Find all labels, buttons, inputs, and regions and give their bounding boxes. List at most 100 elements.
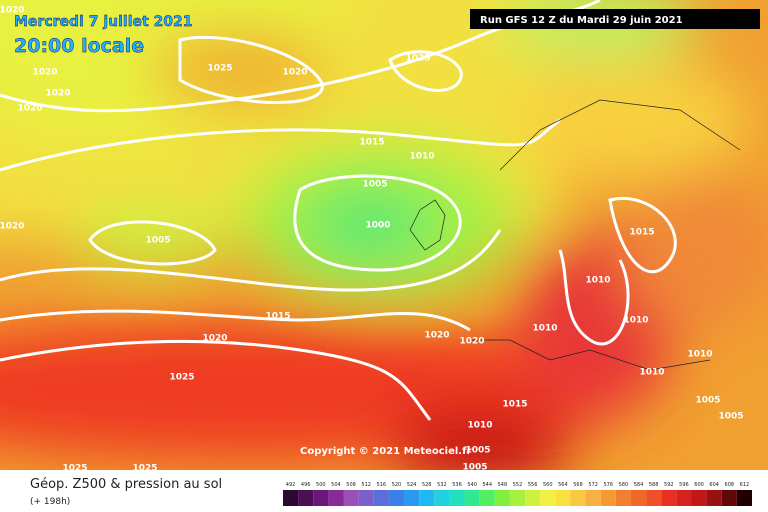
legend-swatch [661,490,677,506]
legend-swatch [630,490,647,506]
legend-swatch [298,490,314,506]
legend-label: 544 [482,482,492,488]
footer-title: Géop. Z500 & pression au sol [30,477,222,492]
legend-label: 528 [422,482,432,488]
isobars [0,0,677,421]
isobar-label: 1020 [17,104,42,114]
legend-label: 604 [709,482,719,488]
legend-label: 612 [740,482,750,488]
footer-lead: (+ 198h) [30,497,70,507]
isobar-label: 1015 [359,138,384,148]
isobar-label: 1010 [532,324,557,334]
legend-label: 588 [649,482,659,488]
legend-label: 580 [619,482,629,488]
legend-swatch [706,490,722,506]
legend-swatch [600,490,616,506]
isobar-label: 1020 [202,334,227,344]
legend-swatch [404,490,420,506]
legend-swatch [464,490,480,506]
legend-swatch [615,490,631,506]
isobar-label: 1020 [0,6,25,16]
date: Mercredi 7 juillet 2021 [14,14,193,30]
legend-label: 536 [452,482,462,488]
legend-label: 556 [528,482,538,488]
legend-swatch [509,490,526,506]
legend-label: 540 [467,482,477,488]
legend-swatch [373,490,389,506]
legend-label: 560 [543,482,553,488]
legend-swatch [449,490,465,506]
legend-swatch [646,490,662,506]
isobar-label: 1010 [467,421,492,431]
isobar-label: 1010 [687,350,712,360]
isobar-label: 1025 [62,464,87,474]
legend-swatch [691,490,707,506]
coastlines [409,99,741,371]
legend-swatch [555,490,571,506]
legend-label: 592 [664,482,674,488]
legend-swatch [358,490,374,506]
legend-label: 584 [634,482,644,488]
isobar-label: 1020 [282,68,307,78]
legend-label: 508 [346,482,356,488]
legend-swatch [419,490,435,506]
legend-swatch [540,490,556,506]
legend-label: 548 [498,482,508,488]
legend: 492 496 500 504 508 512 516 520 524 528 532 536 540 5… [283,482,752,506]
legend-label: 552 [513,482,523,488]
legend-swatch [494,490,510,506]
legend-label: 572 [588,482,598,488]
isobar-label: 1005 [362,180,387,190]
legend-swatch [570,490,586,506]
isobar-label: 1020 [0,222,25,232]
legend-label: 532 [437,482,447,488]
legend-label: 608 [725,482,735,488]
legend-swatch [313,490,329,506]
legend-label: 564 [558,482,568,488]
legend-label: 524 [407,482,417,488]
legend-label: 504 [331,482,341,488]
isobar-label: 1005 [462,463,487,473]
isobar-label: 1020 [459,337,484,347]
legend-swatch [525,490,541,506]
isobar-label: 1010 [639,368,664,378]
time: 20:00 locale [14,35,144,57]
copyright: Copyright © 2021 Meteociel.fr [300,446,471,457]
legend-label: 492 [286,482,296,488]
legend-label: 568 [573,482,583,488]
isobar-label: 1025 [169,373,194,383]
legend-label: 496 [301,482,311,488]
isobar-label: 1025 [405,54,430,64]
legend-swatch [676,490,692,506]
isobar-label: 1025 [132,464,157,474]
legend-label: 600 [694,482,704,488]
legend-label: 512 [361,482,371,488]
isobar-label: 1005 [465,446,490,456]
isobar-label: 1000 [365,221,390,231]
legend-swatch [388,490,405,506]
isobar-label: 1015 [265,312,290,322]
legend-swatch [434,490,450,506]
legend-label: 516 [377,482,387,488]
legend-swatch [479,490,495,506]
legend-label: 576 [604,482,614,488]
legend-swatch [721,490,737,506]
legend-swatch [736,490,752,506]
isobar-label: 1010 [585,276,610,286]
isobar-label: 1005 [718,412,743,422]
isobar-label: 1015 [502,400,527,410]
isobar-label: 1020 [45,89,70,99]
isobar-label: 1025 [207,64,232,74]
legend-swatch [283,490,299,506]
run-banner [470,9,760,29]
run-info: Run GFS 12 Z du Mardi 29 juin 2021 [480,15,683,26]
isobar-label: 1010 [623,316,648,326]
isobar-label: 1020 [32,68,57,78]
legend-label: 500 [316,482,326,488]
legend-label: 596 [679,482,689,488]
legend-swatch [343,490,359,506]
isobar-label: 1005 [145,236,170,246]
isobar-label: 1005 [695,396,720,406]
